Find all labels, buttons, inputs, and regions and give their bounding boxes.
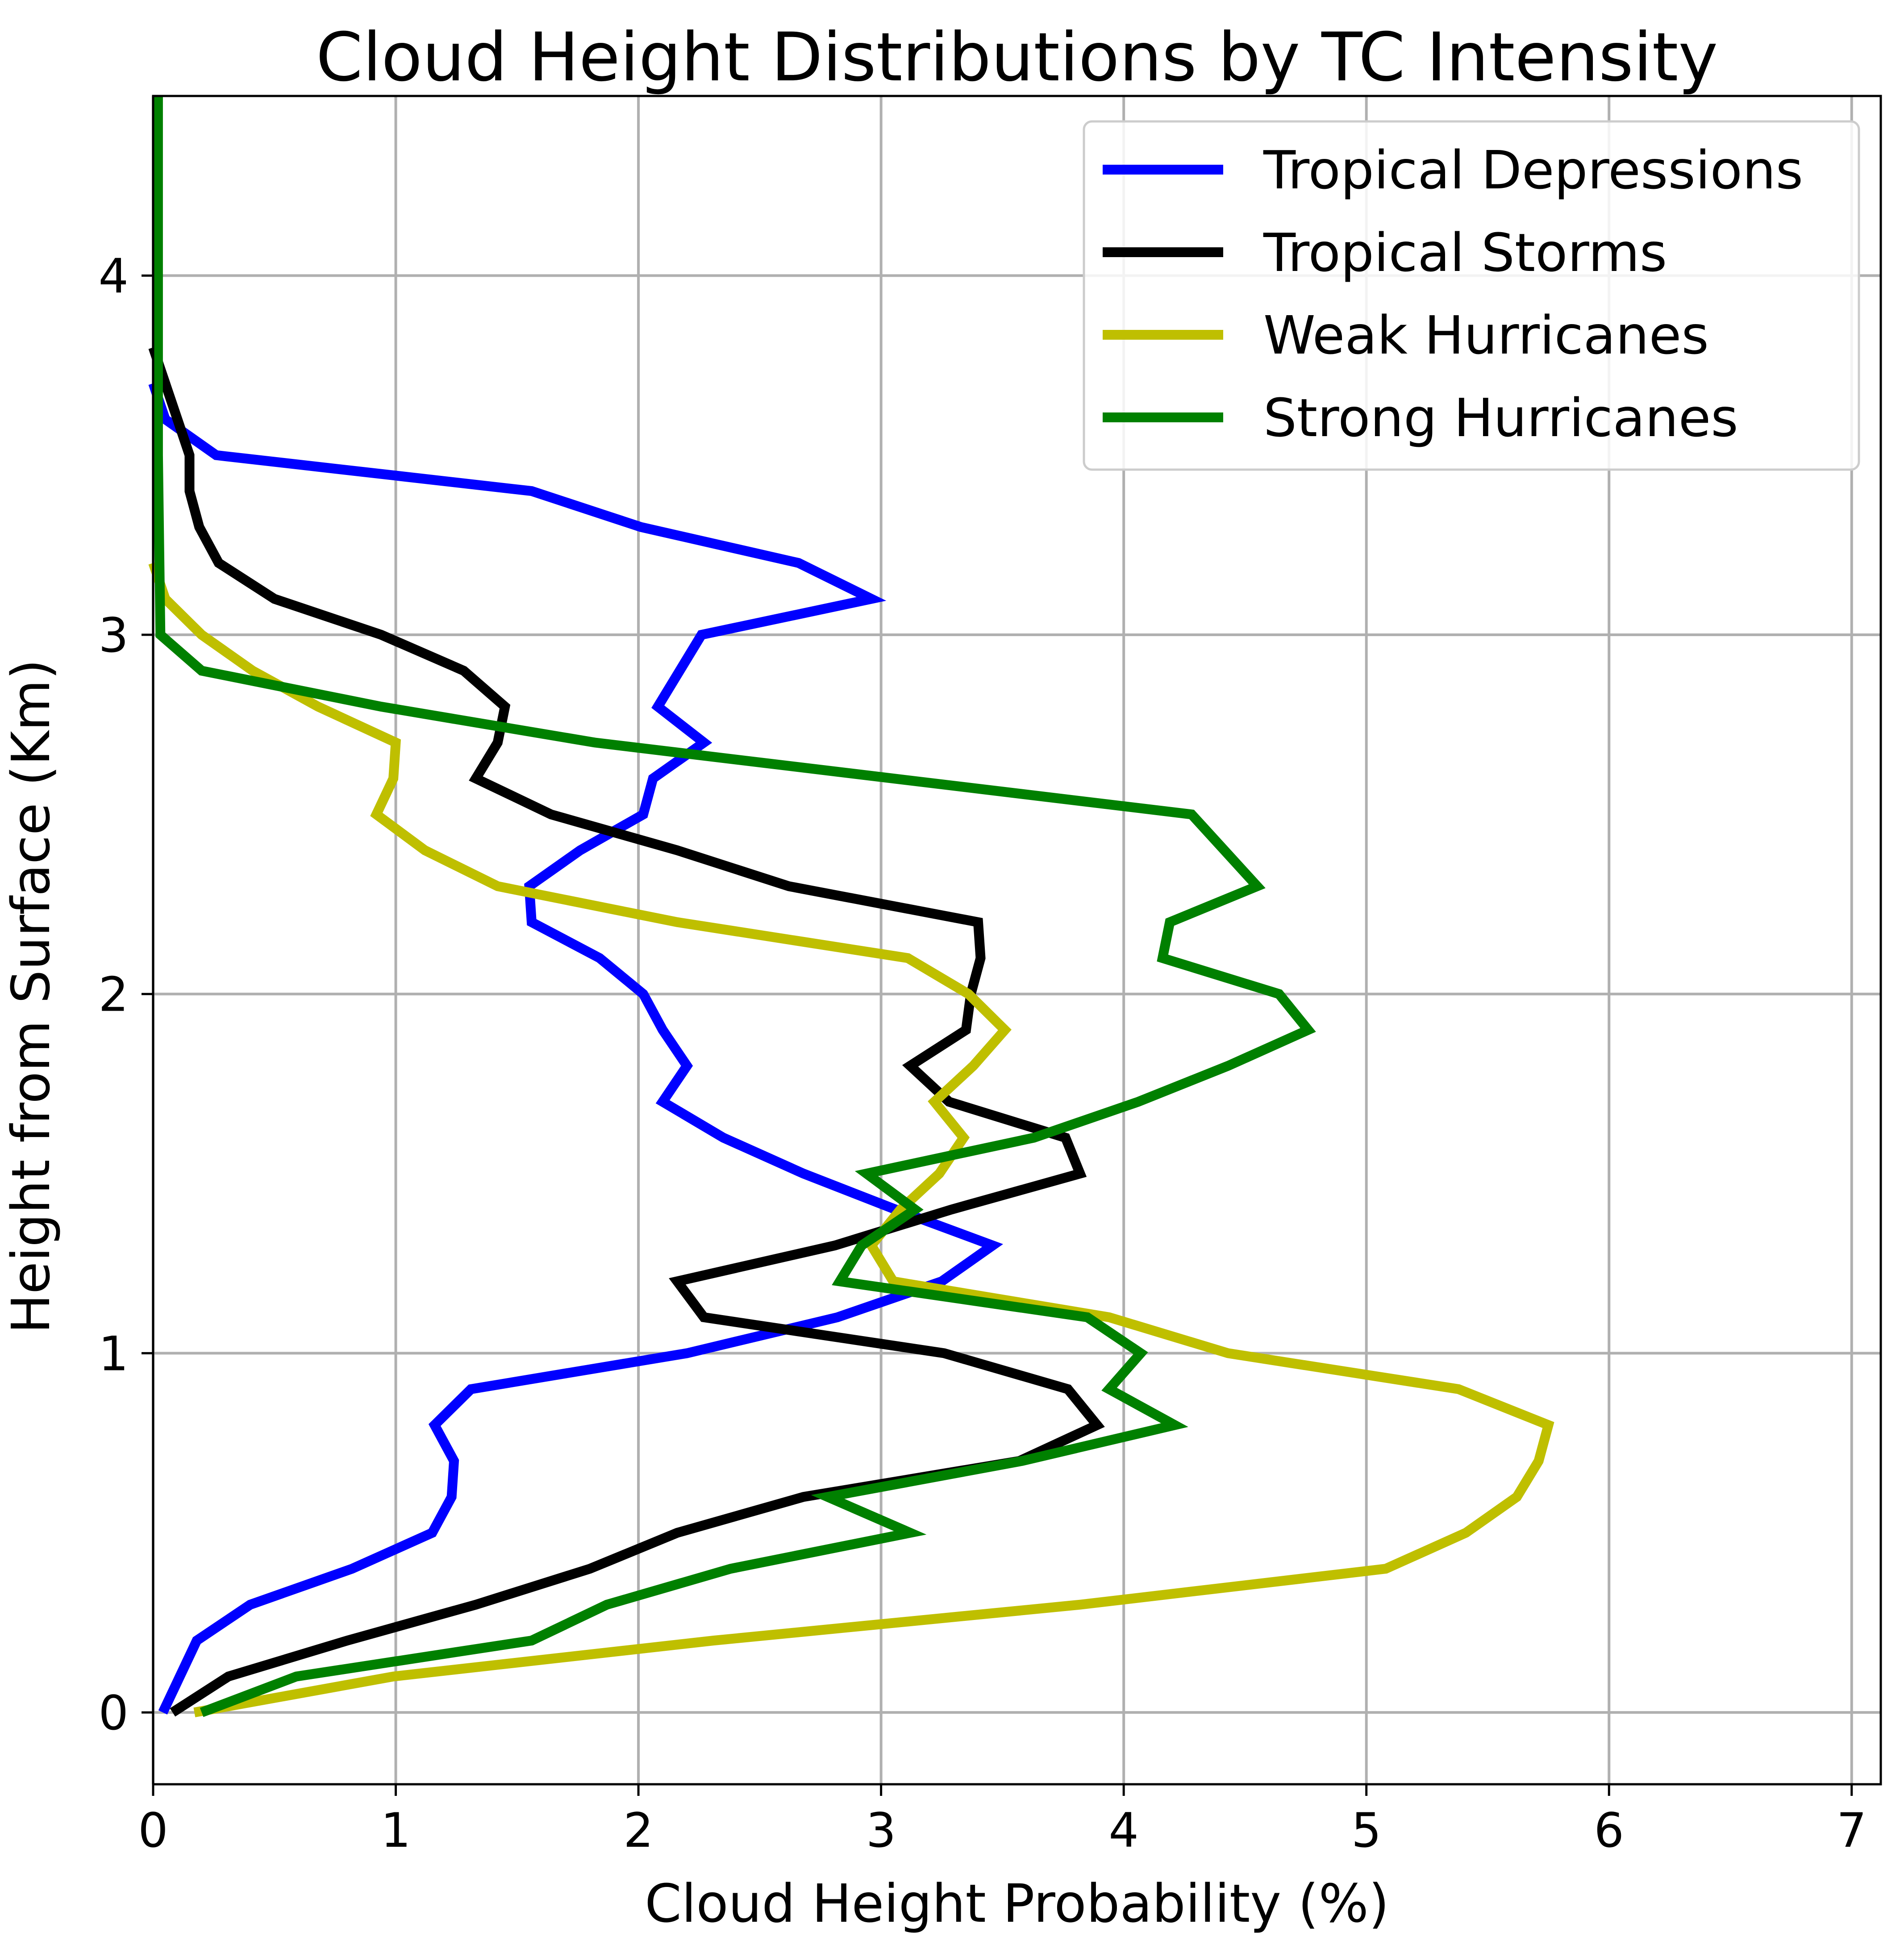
y-axis-label: Height from Surface (Km) — [0, 659, 62, 1333]
legend-label-0: Tropical Depressions — [1263, 139, 1803, 201]
x-tick-label: 7 — [1837, 1803, 1867, 1858]
series-line-3 — [153, 96, 1316, 1717]
y-tick-label: 0 — [99, 1686, 129, 1741]
x-axis-label: Cloud Height Probability (%) — [645, 1873, 1389, 1934]
legend-box — [1083, 120, 1860, 471]
legend-label-1: Tropical Storms — [1263, 222, 1667, 283]
plot-area-frame — [152, 95, 1882, 1786]
x-tick-label: 4 — [1108, 1803, 1138, 1858]
series-layer — [148, 96, 1554, 1717]
x-tick-label: 3 — [866, 1803, 896, 1858]
x-tick-label: 2 — [623, 1803, 653, 1858]
y-tick-label: 1 — [99, 1326, 129, 1381]
series-line-2 — [148, 561, 1554, 1717]
legend-label-3: Strong Hurricanes — [1263, 387, 1738, 449]
x-tick-label: 6 — [1594, 1803, 1624, 1858]
legend-items: Tropical Depressions Tropical Storms Weak … — [1103, 139, 1803, 449]
y-tick-label: 3 — [99, 608, 129, 663]
y-tick-label: 2 — [99, 967, 129, 1022]
legend: Tropical Depressions Tropical Storms Weak … — [1083, 120, 1860, 471]
tick-layer: 0 1 2 3 4 5 6 7 0 1 2 3 4 — [99, 249, 1867, 1858]
legend-label-2: Weak Hurricanes — [1263, 304, 1709, 366]
chart-title: Cloud Height Distributions by TC Intensi… — [316, 19, 1718, 96]
series-line-0 — [148, 382, 1004, 1715]
y-tick-label: 4 — [99, 249, 129, 304]
x-tick-label: 5 — [1351, 1803, 1381, 1858]
x-tick-label: 0 — [138, 1803, 168, 1858]
x-tick-label: 1 — [381, 1803, 411, 1858]
